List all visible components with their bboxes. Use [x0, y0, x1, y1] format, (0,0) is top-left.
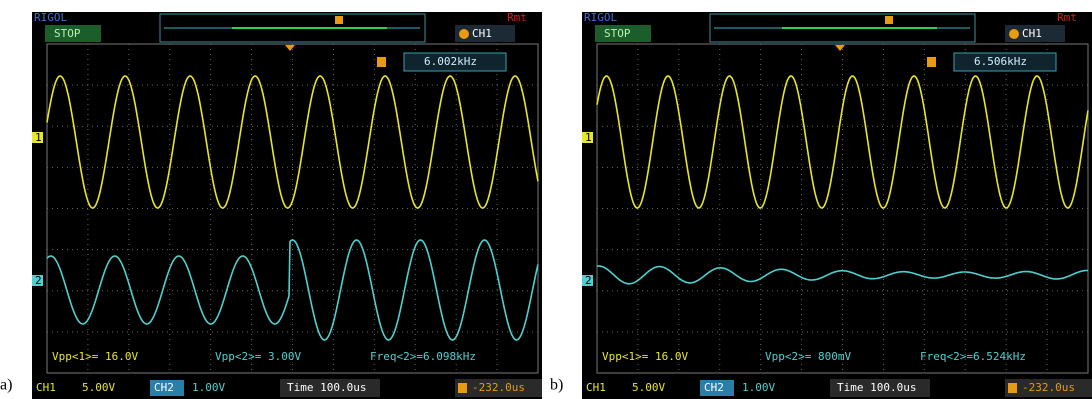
ch2-scale: 1.00V — [192, 381, 225, 394]
remote: Rmt — [507, 11, 527, 24]
panel-label: a) — [0, 377, 12, 394]
scope-screen: RIGOL STOP Rmt CH1 6.506kHz 1 2 Vpp<1>= 16.0V Vp… — [582, 11, 1092, 399]
ch1-label: CH1 — [36, 381, 56, 394]
trigger-source: CH1 — [472, 27, 492, 40]
status: STOP — [604, 27, 631, 40]
trigger-source: CH1 — [1022, 27, 1042, 40]
status: STOP — [54, 27, 81, 40]
ch1-marker: 1 — [35, 131, 42, 144]
brand: RIGOL — [584, 11, 617, 24]
measurement: Freq<2>=6.098kHz — [370, 350, 476, 363]
trigger-icon — [1009, 29, 1019, 39]
measurement: Vpp<1>= 16.0V — [52, 350, 138, 363]
timeline-marker — [335, 16, 343, 24]
freq-icon — [377, 57, 386, 67]
trigger-offset: -232.0us — [472, 381, 525, 394]
measurement: Freq<2>=6.524kHz — [920, 350, 1026, 363]
offset-icon — [458, 383, 467, 393]
offset-icon — [1008, 383, 1017, 393]
measurement: Vpp<2>= 800mV — [765, 350, 851, 363]
ch2-marker: 2 — [35, 274, 42, 287]
brand: RIGOL — [34, 11, 67, 24]
figure: a) RIGOL STOP Rmt CH1 6.002kHz 1 2 Vpp<1>= 16.0V… — [0, 0, 1092, 399]
frequency: 6.002kHz — [424, 55, 477, 68]
timebase: Time 100.0us — [837, 381, 916, 394]
ch1-scale: 5.00V — [82, 381, 115, 394]
timebase: Time 100.0us — [287, 381, 366, 394]
ch1-marker: 1 — [585, 131, 592, 144]
ch2-scale: 1.00V — [742, 381, 775, 394]
scope-screen: RIGOL STOP Rmt CH1 6.002kHz 1 2 Vpp<1>= 16.0V Vp… — [32, 11, 542, 399]
ch2-label: CH2 — [704, 381, 724, 394]
measurement: Vpp<2>= 3.00V — [215, 350, 301, 363]
timeline-marker — [885, 16, 893, 24]
trigger-icon — [459, 29, 469, 39]
ch1-label: CH1 — [586, 381, 606, 394]
measurement: Vpp<1>= 16.0V — [602, 350, 688, 363]
remote: Rmt — [1057, 11, 1077, 24]
trigger-offset: -232.0us — [1022, 381, 1075, 394]
ch1-scale: 5.00V — [632, 381, 665, 394]
ch2-label: CH2 — [154, 381, 174, 394]
freq-icon — [927, 57, 936, 67]
ch2-marker: 2 — [585, 274, 592, 287]
panel-label: b) — [550, 377, 563, 394]
frequency: 6.506kHz — [974, 55, 1027, 68]
